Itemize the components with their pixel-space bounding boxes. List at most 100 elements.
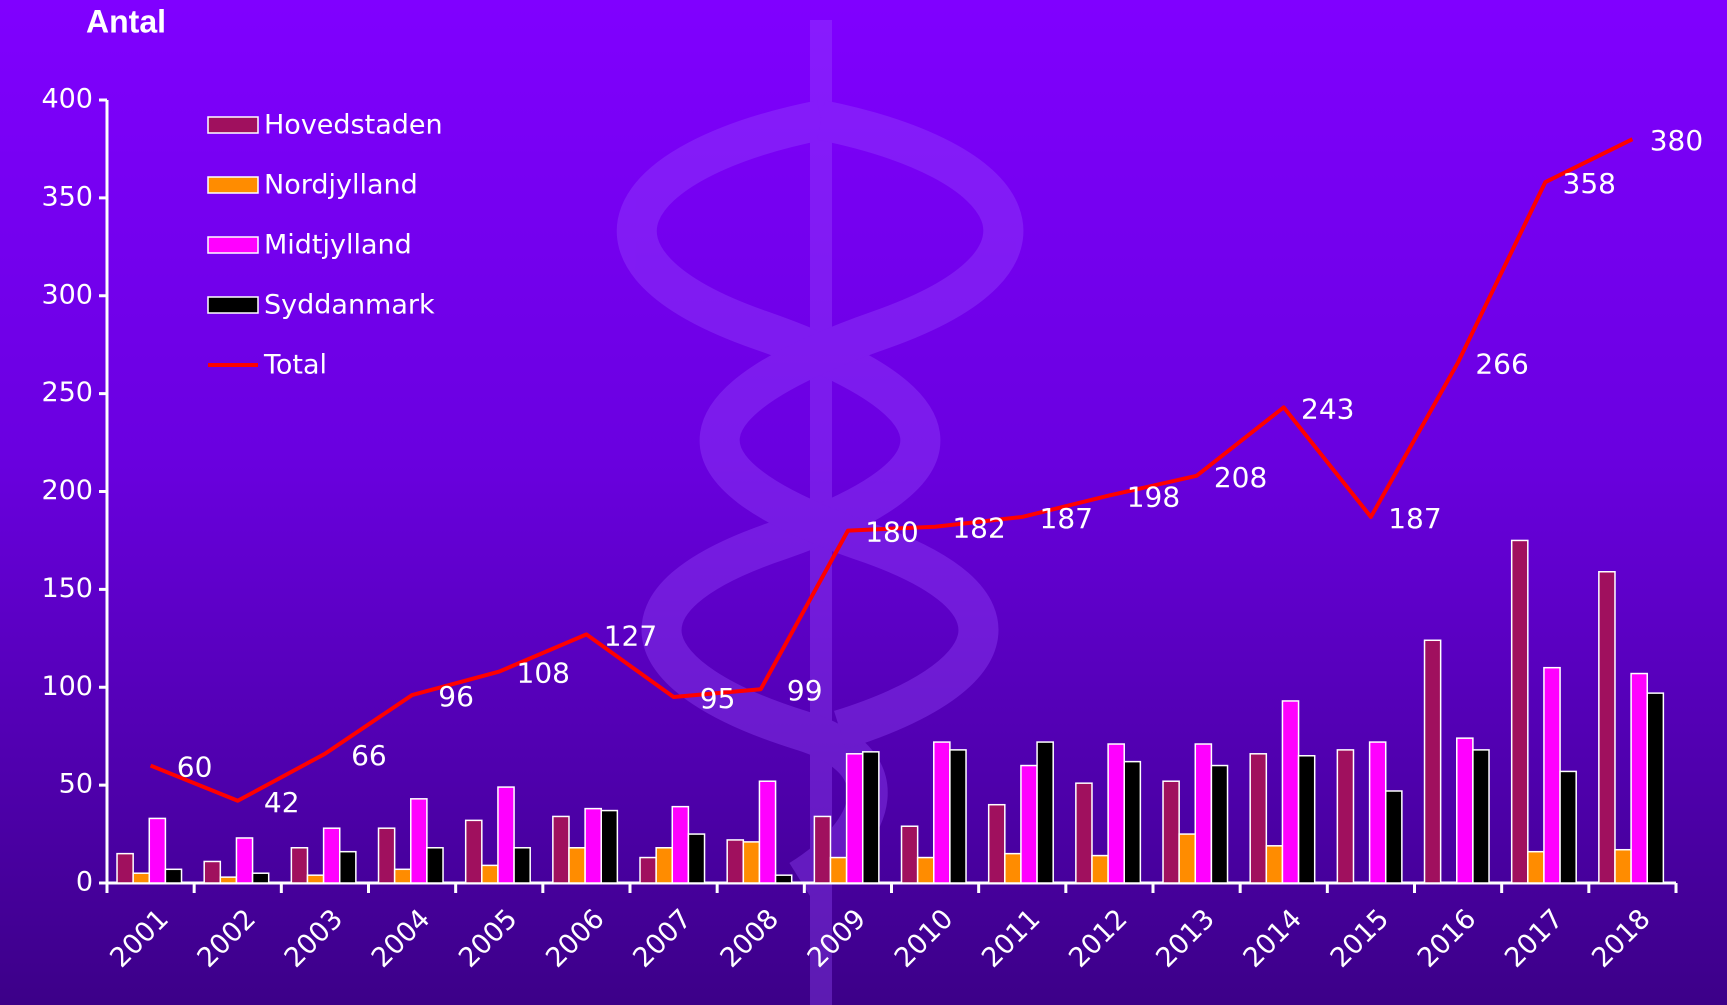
bar [742, 841, 761, 884]
bar [726, 839, 745, 884]
x-tick-label: 2015 [1325, 903, 1396, 974]
data-label: 60 [177, 751, 213, 784]
data-label: 108 [517, 657, 570, 690]
bar [671, 805, 690, 884]
bar [377, 827, 396, 884]
bar [1543, 666, 1561, 884]
data-label: 42 [264, 786, 300, 819]
legend-swatch [207, 176, 259, 194]
bar [813, 815, 832, 884]
bar [464, 819, 483, 884]
data-label: 243 [1301, 392, 1354, 425]
bar [639, 856, 657, 884]
bar [829, 856, 848, 884]
y-tick-label: 50 [59, 769, 93, 800]
x-tick-label: 2010 [889, 903, 960, 974]
bar [306, 874, 325, 884]
bar [1107, 743, 1125, 884]
data-label: 266 [1475, 347, 1528, 380]
y-tick-label: 200 [41, 475, 93, 506]
legend-swatch [207, 296, 259, 314]
bar [132, 872, 151, 884]
legend-label: Midtjylland [264, 230, 412, 261]
bar [1598, 571, 1616, 884]
bar [1559, 770, 1577, 884]
bar [1178, 833, 1197, 884]
bar [900, 825, 919, 884]
data-label: 95 [700, 682, 736, 715]
data-label: 358 [1563, 167, 1616, 200]
y-tick-label: 350 [41, 181, 93, 212]
bar [1194, 743, 1213, 884]
data-label: 187 [1388, 502, 1441, 535]
bar [1614, 848, 1632, 884]
legend-swatch [207, 116, 259, 134]
x-tick-label: 2001 [104, 903, 175, 974]
bar [481, 864, 499, 884]
bar [987, 803, 1006, 884]
bar [933, 741, 951, 884]
x-tick-label: 2007 [627, 903, 698, 974]
x-tick-label: 2004 [366, 903, 437, 974]
x-tick-label: 2002 [191, 903, 262, 974]
bar [235, 837, 254, 884]
data-label: 198 [1127, 480, 1180, 513]
bar [845, 753, 864, 884]
x-tick-label: 2013 [1150, 903, 1221, 974]
bar [1297, 755, 1316, 884]
bar [1265, 845, 1284, 884]
data-label: 180 [865, 516, 918, 549]
y-tick-label: 250 [41, 377, 93, 408]
bar [1210, 764, 1229, 884]
x-tick-label: 2008 [714, 903, 785, 974]
bar [1630, 672, 1648, 884]
x-tick-label: 2006 [540, 903, 611, 974]
bar [148, 817, 167, 884]
bar [116, 852, 134, 884]
data-label: 182 [952, 512, 1005, 545]
bar [410, 798, 428, 884]
bar [1249, 753, 1268, 884]
bar [949, 749, 967, 884]
bar [1162, 780, 1180, 884]
bar [1368, 741, 1387, 884]
y-tick-label: 0 [76, 867, 93, 898]
x-tick-label: 2003 [279, 903, 350, 974]
y-tick-label: 400 [41, 84, 93, 115]
legend-label: Syddanmark [264, 290, 435, 321]
legend-label: Total [263, 350, 327, 381]
bar [1527, 850, 1545, 884]
bar [600, 809, 619, 884]
legend-label: Nordjylland [264, 170, 418, 201]
bar [251, 872, 270, 884]
x-tick-label: 2017 [1499, 903, 1570, 974]
bar [1020, 764, 1038, 884]
bar [1472, 749, 1490, 884]
data-label: 96 [438, 680, 474, 713]
legend-swatch [207, 236, 259, 254]
bar [219, 876, 238, 884]
bar [1004, 852, 1022, 884]
bar [426, 847, 444, 884]
chart-title: Antal [86, 3, 166, 39]
bar [203, 860, 222, 884]
data-label: 208 [1214, 461, 1267, 494]
bar [393, 868, 412, 884]
bar [774, 874, 793, 884]
y-tick-label: 300 [41, 279, 93, 310]
data-label: 380 [1650, 124, 1703, 157]
bar [322, 827, 341, 884]
bar [758, 780, 777, 884]
x-tick-label: 2005 [453, 903, 524, 974]
data-label: 66 [351, 739, 387, 772]
x-tick-label: 2011 [976, 903, 1047, 974]
bar [338, 850, 357, 884]
data-label: 187 [1040, 502, 1093, 535]
legend-label: Hovedstaden [264, 110, 443, 141]
bar [916, 856, 935, 884]
bar [1510, 539, 1529, 884]
total-line [149, 137, 1634, 803]
data-label: 99 [787, 674, 823, 707]
bar [1423, 639, 1442, 884]
